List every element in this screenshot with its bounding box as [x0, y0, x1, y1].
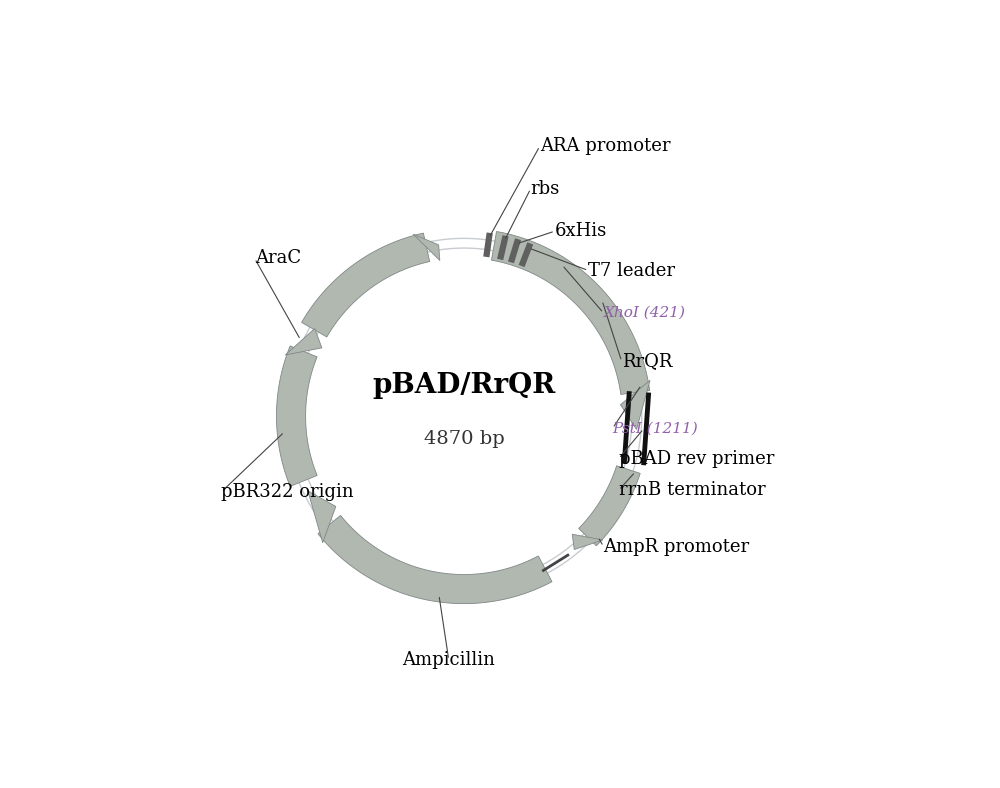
- Text: ARA promoter: ARA promoter: [540, 137, 670, 155]
- Polygon shape: [572, 534, 603, 549]
- Polygon shape: [318, 515, 552, 604]
- Text: pBAD/RrQR: pBAD/RrQR: [372, 372, 556, 400]
- Text: pBR322 origin: pBR322 origin: [221, 483, 354, 501]
- Text: 6xHis: 6xHis: [555, 222, 607, 240]
- Text: AraC: AraC: [255, 249, 301, 267]
- Polygon shape: [308, 491, 336, 543]
- Polygon shape: [285, 329, 322, 355]
- Polygon shape: [302, 233, 430, 337]
- Text: pBAD rev primer: pBAD rev primer: [619, 450, 774, 467]
- Text: T7 leader: T7 leader: [588, 262, 675, 280]
- Polygon shape: [491, 232, 650, 395]
- Text: RrQR: RrQR: [622, 352, 672, 370]
- Text: AmpR promoter: AmpR promoter: [604, 537, 750, 556]
- Polygon shape: [620, 381, 650, 429]
- Text: XhoI (421): XhoI (421): [604, 306, 686, 320]
- Polygon shape: [276, 346, 317, 486]
- Polygon shape: [413, 234, 440, 261]
- Text: rrnB terminator: rrnB terminator: [619, 481, 765, 499]
- Polygon shape: [579, 466, 640, 546]
- Text: 4870 bp: 4870 bp: [424, 430, 504, 448]
- Text: Ampicillin: Ampicillin: [402, 651, 495, 669]
- Text: rbs: rbs: [531, 180, 560, 198]
- Text: PstI (1211): PstI (1211): [613, 422, 698, 435]
